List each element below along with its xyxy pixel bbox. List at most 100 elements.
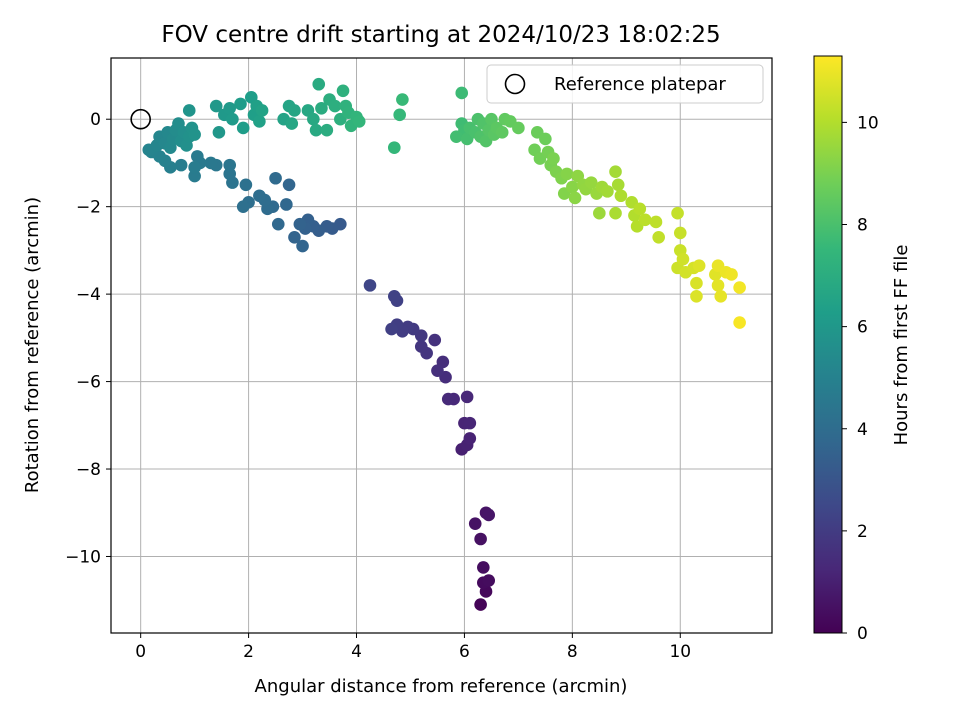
scatter-point <box>414 340 428 353</box>
scatter-point <box>609 165 622 178</box>
scatter-point <box>495 126 509 139</box>
colorbar-ticks: 0 2 4 6 8 10 <box>842 113 879 644</box>
scatter-point <box>725 268 738 281</box>
scatter-point <box>315 101 328 115</box>
scatter-point <box>474 532 487 546</box>
scatter-point <box>212 126 226 139</box>
scatter-point <box>288 230 301 244</box>
legend: Reference platepar <box>486 64 764 104</box>
scatter-point <box>431 364 444 377</box>
scatter-point <box>182 104 196 117</box>
grid-lines <box>111 58 772 633</box>
colorbar-label: Hours from first FF file <box>891 245 912 446</box>
x-tick-label: 2 <box>243 642 254 662</box>
y-tick-label: −4 <box>76 285 101 305</box>
colorbar-tick-label: 10 <box>857 113 879 133</box>
scatter-point <box>188 161 201 174</box>
scatter-point <box>255 104 269 117</box>
scatter-point <box>584 176 598 189</box>
scatter-point <box>566 180 579 194</box>
scatter-point <box>296 239 309 253</box>
data-points <box>142 77 746 611</box>
scatter-point <box>188 128 201 141</box>
scatter-point <box>312 77 326 91</box>
scatter-point <box>309 123 323 137</box>
colorbar-tick-label: 8 <box>857 216 868 236</box>
scatter-point <box>690 290 703 303</box>
x-axis-ticks: 0 2 4 6 8 10 <box>135 633 691 662</box>
scatter-point <box>441 392 455 406</box>
scatter-point <box>733 281 746 294</box>
y-tick-label: −2 <box>76 198 101 218</box>
reference-point-marker <box>130 108 151 130</box>
scatter-point <box>328 99 342 113</box>
scatter-point <box>652 230 665 244</box>
scatter-point <box>482 574 496 587</box>
scatter-point <box>611 178 625 192</box>
scatter-point <box>547 152 560 165</box>
scatter-point <box>223 167 237 181</box>
scatter-point <box>671 206 684 220</box>
scatter-point <box>428 333 442 347</box>
scatter-point <box>387 290 401 303</box>
scatter-point <box>690 276 703 290</box>
scatter-point <box>253 115 266 128</box>
y-axis-ticks: 0 −2 −4 −6 −8 −10 <box>65 110 111 567</box>
x-tick-label: 6 <box>459 642 470 662</box>
scatter-point <box>285 117 299 130</box>
colorbar-tick-label: 0 <box>857 624 868 644</box>
legend-label: Reference platepar <box>554 74 726 95</box>
colorbar-tick-label: 2 <box>857 522 868 542</box>
scatter-point <box>174 158 188 172</box>
scatter-point <box>234 97 247 111</box>
scatter-point <box>320 123 334 137</box>
scatter-point <box>293 217 307 231</box>
scatter-point <box>236 121 250 135</box>
scatter-point <box>236 200 250 213</box>
x-tick-label: 4 <box>351 642 362 662</box>
scatter-point <box>477 561 490 574</box>
scatter-point <box>307 112 320 126</box>
scatter-point <box>463 432 477 445</box>
scatter-point <box>512 121 525 135</box>
scatter-point <box>450 130 463 144</box>
scatter-point <box>352 115 366 128</box>
scatter-point <box>482 508 496 522</box>
colorbar <box>813 55 843 634</box>
scatter-point <box>614 189 628 203</box>
scatter-point <box>188 169 201 183</box>
scatter-point <box>204 156 218 170</box>
scatter-point <box>387 141 401 154</box>
scatter-point <box>593 206 606 220</box>
x-tick-label: 10 <box>669 642 691 662</box>
scatter-point <box>396 93 409 106</box>
x-tick-label: 0 <box>135 642 146 662</box>
scatter-point <box>223 101 237 115</box>
plot-frame <box>110 57 773 634</box>
scatter-point <box>649 215 663 229</box>
scatter-point <box>638 213 652 227</box>
scatter-point <box>539 132 552 146</box>
scatter-point <box>363 279 377 292</box>
scatter-point <box>633 202 647 216</box>
scatter-point <box>714 290 728 303</box>
legend-box <box>486 64 764 104</box>
scatter-point <box>393 108 406 122</box>
scatter-point <box>280 198 293 211</box>
scatter-point <box>223 158 237 172</box>
colorbar-tick-label: 4 <box>857 420 868 440</box>
scatter-point <box>609 206 622 220</box>
y-tick-label: 0 <box>90 110 101 130</box>
scatter-point <box>288 104 301 117</box>
scatter-point <box>209 99 223 113</box>
scatter-point <box>191 150 204 163</box>
scatter-point <box>253 189 266 203</box>
colorbar-tick-label: 6 <box>857 318 868 338</box>
scatter-point <box>560 167 574 181</box>
scatter-point <box>673 226 687 240</box>
scatter-point <box>676 252 690 266</box>
chart-title: FOV centre drift starting at 2024/10/23 … <box>161 22 720 48</box>
y-axis-label: Rotation from reference (arcmin) <box>22 197 43 493</box>
scatter-point <box>460 390 474 404</box>
